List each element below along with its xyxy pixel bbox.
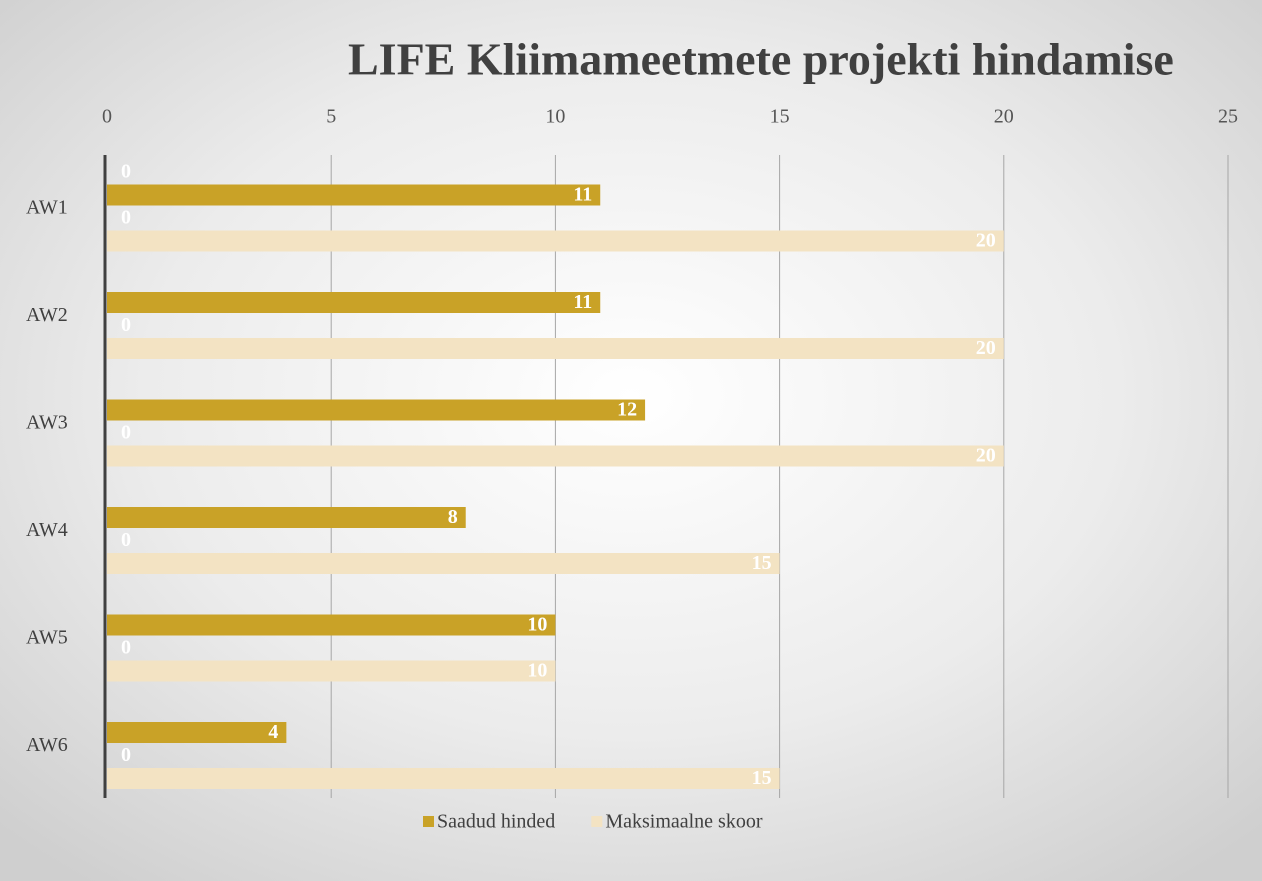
data-label: 20	[976, 230, 996, 252]
bar	[107, 660, 556, 682]
x-tick-label: 10	[545, 106, 565, 128]
data-label: 15	[752, 767, 772, 789]
bar	[107, 338, 1004, 359]
data-label: 15	[752, 552, 772, 574]
bar	[107, 553, 780, 574]
data-label: 4	[268, 721, 278, 743]
y-tick-label: AW2	[26, 304, 68, 326]
bar	[107, 399, 646, 421]
data-label: 10	[527, 614, 547, 636]
data-label: 10	[527, 660, 547, 682]
bar	[107, 184, 601, 206]
bar	[107, 614, 556, 636]
x-tick-label: 15	[770, 106, 790, 128]
data-label: 20	[976, 445, 996, 467]
data-label: 0	[121, 161, 131, 183]
bar	[107, 722, 287, 743]
data-label: 12	[617, 399, 637, 421]
y-tick-label: AW5	[26, 626, 68, 648]
data-label: 11	[573, 184, 592, 206]
legend-swatch	[423, 816, 434, 827]
bar	[107, 292, 601, 313]
x-tick-label: 5	[326, 106, 336, 128]
data-label: 0	[121, 637, 131, 659]
legend-label: Saadud hinded	[437, 811, 555, 833]
bar	[107, 230, 1004, 252]
x-tick-label: 0	[102, 106, 112, 128]
y-tick-label: AW4	[26, 519, 68, 541]
legend-label: Maksimaalne skoor	[605, 811, 763, 833]
chart-title: LIFE Kliimameetmete projekti hindamise	[348, 34, 1174, 85]
data-label: 0	[121, 744, 131, 766]
x-tick-label: 25	[1218, 106, 1238, 128]
data-label: 0	[121, 529, 131, 551]
data-label: 0	[121, 207, 131, 229]
data-label: 0	[121, 314, 131, 336]
y-tick-label: AW1	[26, 196, 68, 218]
y-tick-label: AW3	[26, 411, 68, 433]
data-label: 8	[448, 506, 458, 528]
legend-swatch	[591, 816, 603, 827]
data-label: 20	[976, 337, 996, 359]
x-tick-label: 20	[994, 106, 1014, 128]
y-tick-label: AW6	[26, 734, 68, 756]
data-label: 0	[121, 422, 131, 444]
bar	[107, 445, 1004, 467]
bar	[107, 507, 466, 528]
bar	[107, 768, 780, 789]
data-label: 11	[573, 291, 592, 313]
